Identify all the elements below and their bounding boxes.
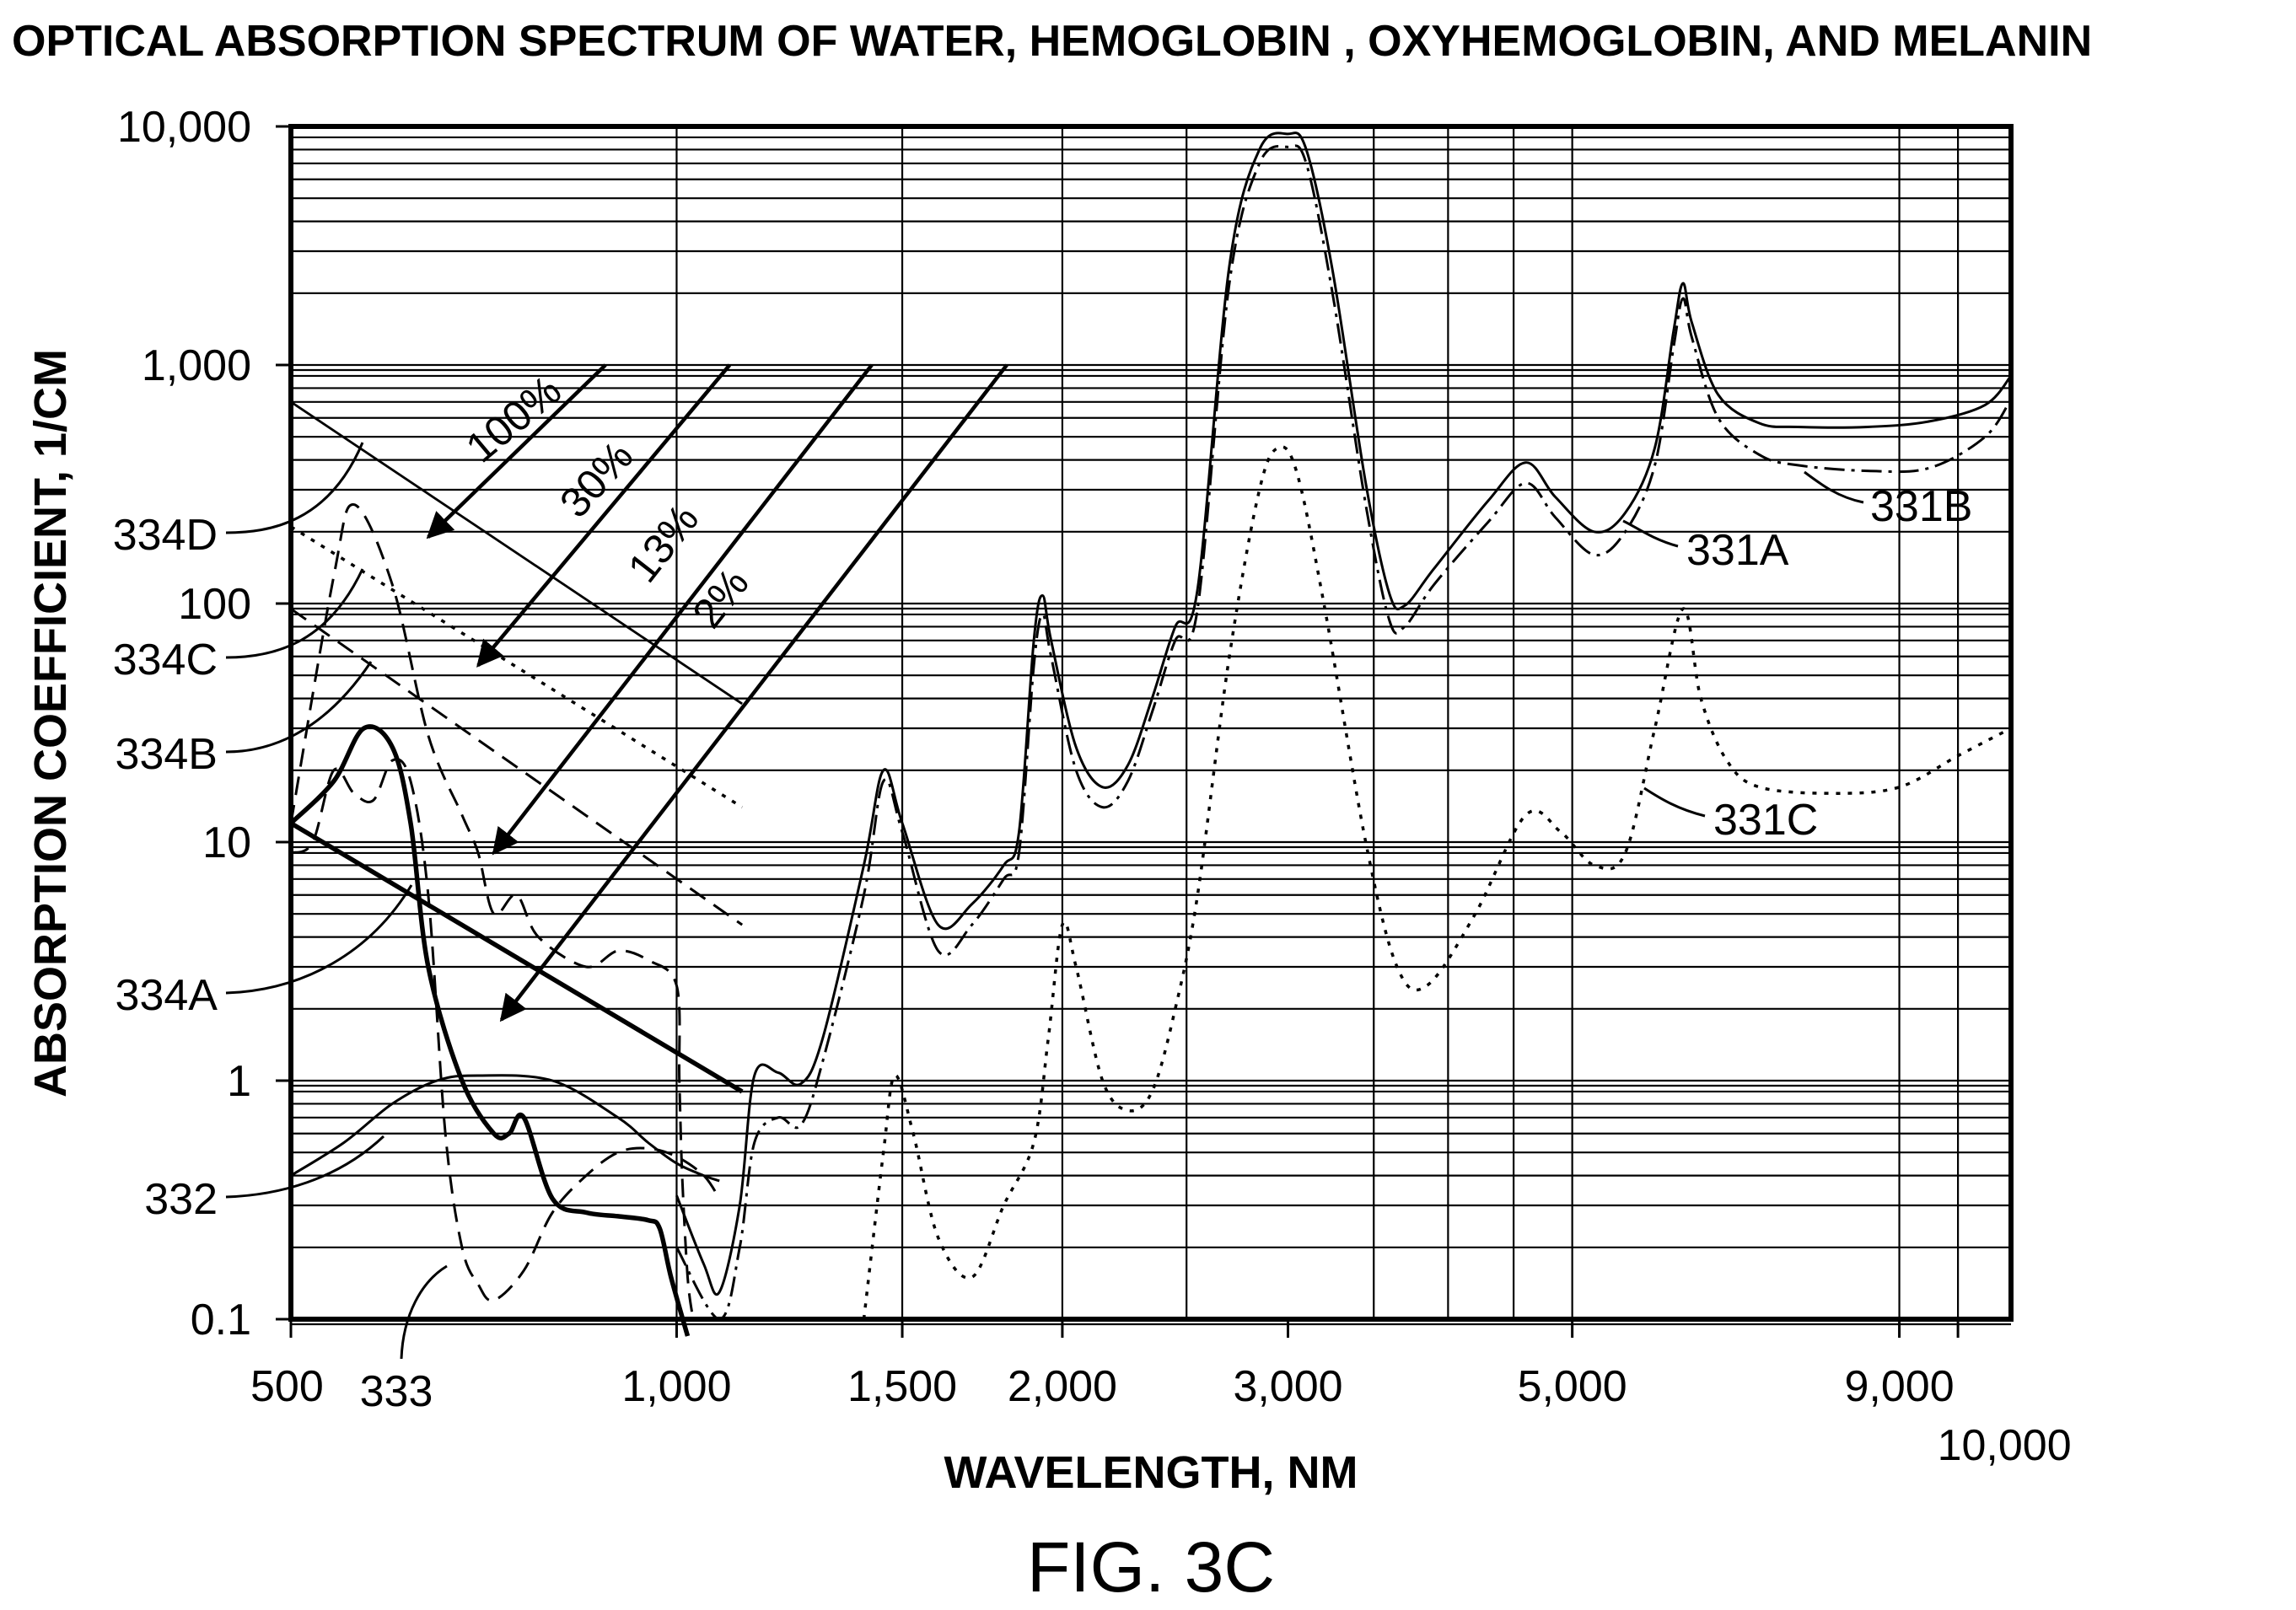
series-line-331b — [675, 144, 2013, 1321]
y-tick-label: 0.1 — [191, 1296, 251, 1344]
leader-line — [225, 661, 373, 754]
concentration-arrow — [426, 363, 607, 539]
y-axis-label: ABSORPTION COEFFICIENT, 1/CM — [25, 349, 76, 1097]
series-line-334a — [289, 724, 691, 1337]
concentration-arrow — [492, 363, 874, 856]
tick-label-layer: 10,000 1,000 100 10 1 0.1 500 1,000 1,500 2,000 3,… — [117, 103, 2072, 1470]
reference-label-331c: 331C — [1713, 796, 1818, 845]
reference-label-332: 332 — [144, 1175, 218, 1224]
leader-line — [400, 1264, 448, 1360]
leader-line — [1622, 519, 1679, 548]
leader-line — [1643, 786, 1706, 818]
x-tick-label: 1,500 — [847, 1362, 957, 1411]
leader-line — [225, 1135, 385, 1199]
y-tick-label: 10,000 — [117, 103, 251, 152]
reference-label-334d: 334D — [113, 511, 218, 560]
concentration-arrow — [499, 363, 1008, 1022]
x-tick-label: 500 — [250, 1362, 324, 1411]
x-axis-label: WAVELENGTH, NM — [944, 1447, 1358, 1498]
leader-line — [225, 884, 413, 995]
leader-line — [225, 442, 364, 534]
x-tick-label: 9,000 — [1844, 1362, 1954, 1411]
reference-label-334a: 334A — [116, 971, 218, 1020]
reference-label-334c: 334C — [113, 636, 218, 684]
x-tick-label: 5,000 — [1518, 1362, 1627, 1411]
plot-frame — [288, 124, 2014, 1322]
melanin-line-334d — [290, 400, 743, 706]
x-tick-label: 3,000 — [1233, 1362, 1342, 1411]
x-tick-label: 1,000 — [621, 1362, 731, 1411]
x-tick-label: 2,000 — [1008, 1362, 1117, 1411]
concentration-label: 30% — [551, 432, 643, 527]
concentration-label: 13% — [619, 496, 708, 591]
annotation-layer: 100%30%13%2%331A331B331C332333334A334B33… — [113, 363, 1972, 1416]
reference-label-331a: 331A — [1686, 526, 1789, 575]
series-line-331a — [675, 131, 2013, 1296]
leader-line — [225, 568, 364, 659]
melanin-line-334c — [290, 525, 744, 809]
figure-label: FIG. 3C — [1027, 1527, 1275, 1607]
reference-label-331b: 331B — [1870, 482, 1972, 531]
chart-title: OPTICAL ABSORPTION SPECTRUM OF WATER, HE… — [12, 17, 2092, 66]
y-tick-label: 100 — [178, 580, 251, 629]
series-line-334b — [289, 503, 695, 1320]
leader-line — [1804, 470, 1864, 504]
melanin-line-334a — [289, 821, 744, 1094]
y-tick-label: 1,000 — [142, 341, 251, 390]
y-tick-label: 10 — [202, 818, 251, 867]
concentration-label: 2% — [683, 560, 758, 636]
reference-label-333: 333 — [360, 1367, 433, 1416]
series-line-333 — [290, 758, 721, 1302]
y-tick-label: 1 — [227, 1057, 251, 1106]
melanin-line-334b — [290, 608, 744, 926]
grid-layer — [291, 126, 2011, 1326]
series-layer — [289, 131, 2013, 1337]
reference-label-334b: 334B — [116, 730, 218, 779]
x-tick-label: 10,000 — [1938, 1421, 2072, 1470]
series-line-331c — [862, 445, 2012, 1320]
concentration-arrow — [476, 363, 732, 668]
